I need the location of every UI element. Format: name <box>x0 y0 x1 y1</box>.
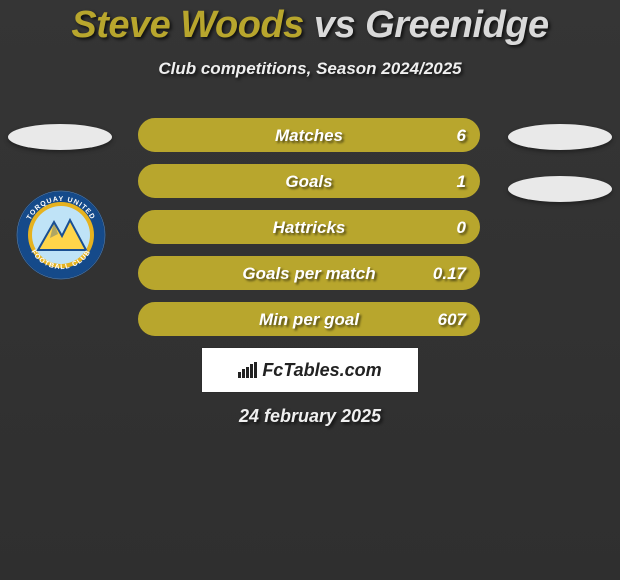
stat-value-right: 1 <box>457 172 466 192</box>
stat-bar-goals: Goals1 <box>138 164 480 198</box>
stat-value-right: 0.17 <box>433 264 466 284</box>
stat-label: Matches <box>140 126 478 146</box>
chart-icon <box>238 362 258 378</box>
stat-label: Goals per match <box>140 264 478 284</box>
stat-value-right: 607 <box>438 310 466 330</box>
stat-value-right: 6 <box>457 126 466 146</box>
stat-bar-min-per-goal: Min per goal607 <box>138 302 480 336</box>
watermark: FcTables.com <box>202 348 418 392</box>
watermark-text: FcTables.com <box>262 360 381 381</box>
stat-bar-goals-per-match: Goals per match0.17 <box>138 256 480 290</box>
stats-bars: Matches6Goals1Hattricks0Goals per match0… <box>138 118 480 348</box>
subtitle: Club competitions, Season 2024/2025 <box>0 59 620 79</box>
player-b-name: Greenidge <box>365 4 548 46</box>
player-b-club-placeholder <box>508 176 612 202</box>
vs-text: vs <box>304 4 365 46</box>
stat-label: Hattricks <box>140 218 478 238</box>
stat-value-right: 0 <box>457 218 466 238</box>
stat-bar-matches: Matches6 <box>138 118 480 152</box>
stat-label: Goals <box>140 172 478 192</box>
player-b-avatar-placeholder <box>508 124 612 150</box>
stat-label: Min per goal <box>140 310 478 330</box>
player-a-name: Steve Woods <box>71 4 303 46</box>
player-a-club-logo: TORQUAY UNITED FOOTBALL CLUB <box>16 190 106 280</box>
player-a-avatar-placeholder <box>8 124 112 150</box>
stat-bar-hattricks: Hattricks0 <box>138 210 480 244</box>
date-text: 24 february 2025 <box>0 406 620 427</box>
page-title: Steve Woods vs Greenidge <box>0 0 620 47</box>
